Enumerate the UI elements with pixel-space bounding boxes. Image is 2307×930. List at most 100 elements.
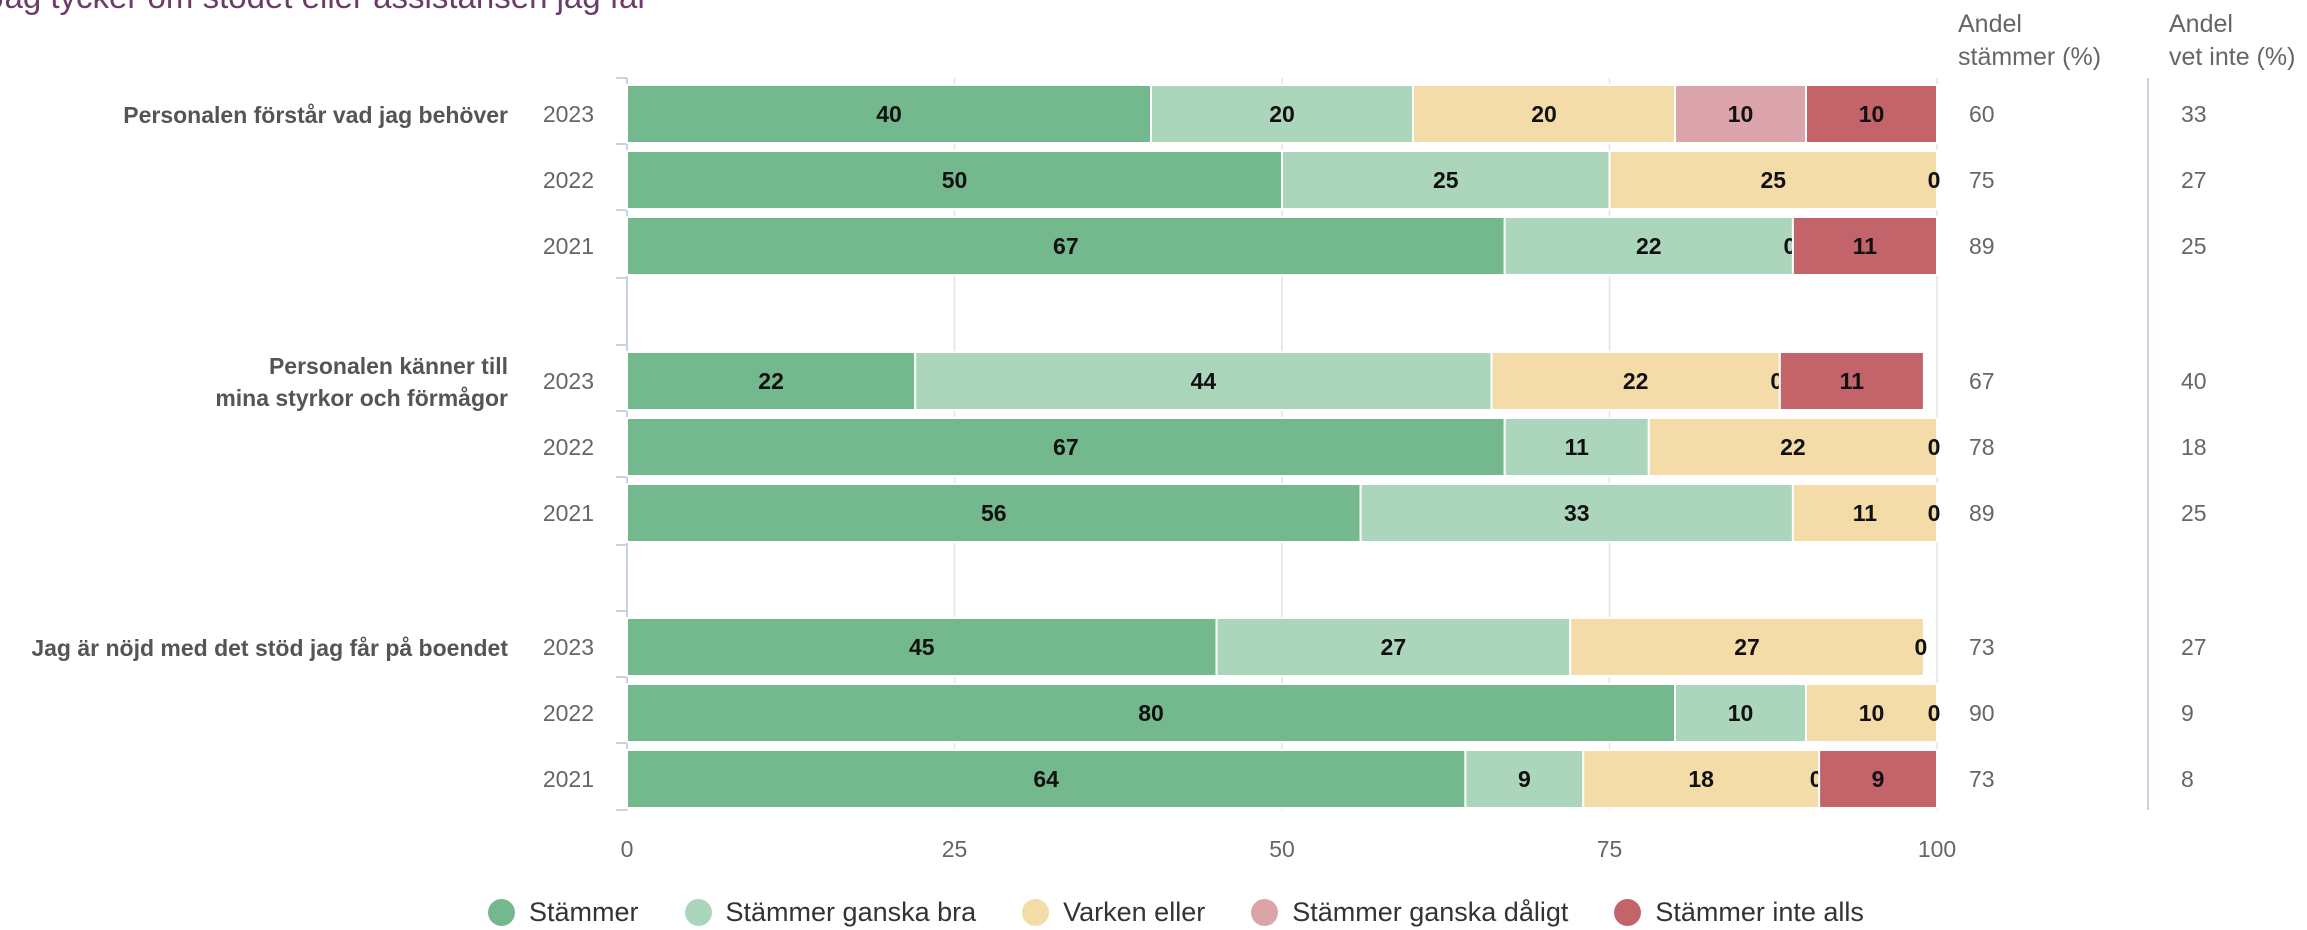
bar-segment bbox=[1791, 216, 1939, 276]
data-label: 27 bbox=[1381, 634, 1407, 660]
andel-vet-inte-value: 33 bbox=[2181, 101, 2207, 127]
data-label: 22 bbox=[1636, 233, 1662, 259]
data-label: 25 bbox=[1760, 167, 1786, 193]
data-label: 0 bbox=[1928, 434, 1941, 460]
data-label: 18 bbox=[1688, 766, 1714, 792]
year-label: 2021 bbox=[543, 766, 594, 792]
data-label: 0 bbox=[1928, 700, 1941, 726]
andel-stammer-value: 75 bbox=[1969, 167, 1995, 193]
question-label: mina styrkor och förmågor bbox=[215, 385, 508, 411]
year-label: 2021 bbox=[543, 233, 594, 259]
data-label: 10 bbox=[1859, 700, 1885, 726]
bar-segment bbox=[626, 351, 917, 411]
bar-segment bbox=[1503, 216, 1794, 276]
legend-item-stammer-inte-alls[interactable]: Stämmer inte alls bbox=[1614, 897, 1864, 928]
andel-stammer-value: 89 bbox=[1969, 233, 1995, 259]
data-label: 67 bbox=[1053, 434, 1079, 460]
bar-segment bbox=[1805, 683, 1938, 743]
bar-segment bbox=[1805, 84, 1938, 144]
bar-segment bbox=[1674, 84, 1807, 144]
data-label: 9 bbox=[1518, 766, 1531, 792]
x-tick-label: 0 bbox=[621, 836, 634, 862]
year-label: 2023 bbox=[543, 368, 594, 394]
question-label: Personalen förstår vad jag behöver bbox=[123, 102, 508, 128]
x-tick-label: 100 bbox=[1918, 836, 1956, 862]
andel-vet-inte-header: Andel vet inte (%) bbox=[2169, 8, 2295, 74]
data-label: 11 bbox=[1840, 368, 1865, 394]
bar-segment bbox=[626, 617, 1218, 677]
bar-segment bbox=[1215, 617, 1572, 677]
data-label: 0 bbox=[1928, 167, 1941, 193]
bar-segment bbox=[1359, 483, 1794, 543]
data-label: 25 bbox=[1433, 167, 1459, 193]
legend-item-stammer[interactable]: Stämmer bbox=[488, 897, 639, 928]
data-label: 56 bbox=[981, 500, 1007, 526]
data-label: 20 bbox=[1269, 101, 1295, 127]
andel-vet-inte-value: 40 bbox=[2181, 368, 2207, 394]
bar-segment bbox=[1791, 483, 1939, 543]
legend-item-varken-eller[interactable]: Varken eller bbox=[1022, 897, 1205, 928]
legend-swatch-stammer bbox=[488, 899, 515, 926]
andel-vet-inte-value: 27 bbox=[2181, 634, 2207, 660]
andel-vet-inte-value: 27 bbox=[2181, 167, 2207, 193]
legend-label-stammer-ganska-daligt: Stämmer ganska dåligt bbox=[1292, 897, 1569, 927]
data-label: 64 bbox=[1033, 766, 1059, 792]
data-label: 10 bbox=[1728, 700, 1754, 726]
year-label: 2022 bbox=[543, 167, 594, 193]
bar-segment bbox=[1647, 417, 1939, 477]
andel-stammer-value: 90 bbox=[1969, 700, 1995, 726]
year-label: 2023 bbox=[543, 101, 594, 127]
x-tick-label: 25 bbox=[942, 836, 968, 862]
legend-swatch-stammer-inte-alls bbox=[1614, 899, 1642, 926]
legend-item-stammer-ganska-daligt[interactable]: Stämmer ganska dåligt bbox=[1251, 897, 1568, 928]
andel-stammer-value: 89 bbox=[1969, 500, 1995, 526]
legend-label-varken-eller: Varken eller bbox=[1063, 897, 1206, 927]
year-label: 2022 bbox=[543, 434, 594, 460]
andel-vet-inte-value: 25 bbox=[2181, 233, 2207, 259]
andel-stammer-header-line2: stämmer (%) bbox=[1958, 43, 2102, 71]
legend-item-stammer-ganska-bra[interactable]: Stämmer ganska bra bbox=[684, 897, 977, 928]
bar-segment bbox=[1569, 617, 1925, 677]
legend-label-stammer-ganska-bra: Stämmer ganska bra bbox=[725, 897, 977, 927]
bar-segment bbox=[1778, 351, 1925, 411]
andel-vet-inte-value: 8 bbox=[2181, 766, 2194, 792]
andel-stammer-value: 78 bbox=[1969, 434, 1995, 460]
data-label: 27 bbox=[1734, 634, 1760, 660]
bar-segment bbox=[1490, 351, 1781, 411]
andel-vet-inte-header-line1: Andel bbox=[2169, 10, 2233, 38]
data-label: 22 bbox=[1780, 434, 1806, 460]
andel-stammer-header: Andel stämmer (%) bbox=[1958, 8, 2101, 74]
data-label: 45 bbox=[909, 634, 935, 660]
data-label: 40 bbox=[876, 101, 902, 127]
legend: Stämmer Stämmer ganska bra Varken eller … bbox=[488, 897, 1910, 928]
andel-vet-inte-header-line2: vet inte (%) bbox=[2169, 43, 2296, 71]
andel-stammer-value: 67 bbox=[1969, 368, 1995, 394]
data-label: 9 bbox=[1872, 766, 1885, 792]
legend-swatch-stammer-ganska-bra bbox=[684, 899, 712, 926]
year-label: 2021 bbox=[543, 500, 594, 526]
question-label: Personalen känner till bbox=[269, 353, 508, 379]
year-label: 2023 bbox=[543, 634, 594, 660]
bar-segment bbox=[914, 351, 1493, 411]
x-tick-label: 75 bbox=[1597, 836, 1623, 862]
bar-segment bbox=[1464, 749, 1585, 809]
andel-stammer-value: 60 bbox=[1969, 101, 1995, 127]
year-label: 2022 bbox=[543, 700, 594, 726]
data-label: 0 bbox=[1928, 500, 1941, 526]
bar-segment bbox=[626, 84, 1152, 144]
data-label: 33 bbox=[1564, 500, 1590, 526]
legend-swatch-stammer-ganska-daligt bbox=[1251, 899, 1279, 926]
bar-segment bbox=[626, 483, 1362, 543]
data-label: 11 bbox=[1853, 233, 1878, 259]
andel-vet-inte-value: 25 bbox=[2181, 500, 2207, 526]
andel-stammer-value: 73 bbox=[1969, 766, 1995, 792]
chart-title: Jag tycker om stödet eller assistansen j… bbox=[0, 0, 648, 16]
andel-vet-inte-value: 9 bbox=[2181, 700, 2194, 726]
data-label: 22 bbox=[758, 368, 784, 394]
bar-segment bbox=[1281, 150, 1611, 210]
andel-stammer-header-line1: Andel bbox=[1958, 10, 2022, 38]
legend-swatch-varken-eller bbox=[1022, 899, 1050, 926]
data-label: 20 bbox=[1531, 101, 1557, 127]
data-label: 0 bbox=[1915, 634, 1928, 660]
